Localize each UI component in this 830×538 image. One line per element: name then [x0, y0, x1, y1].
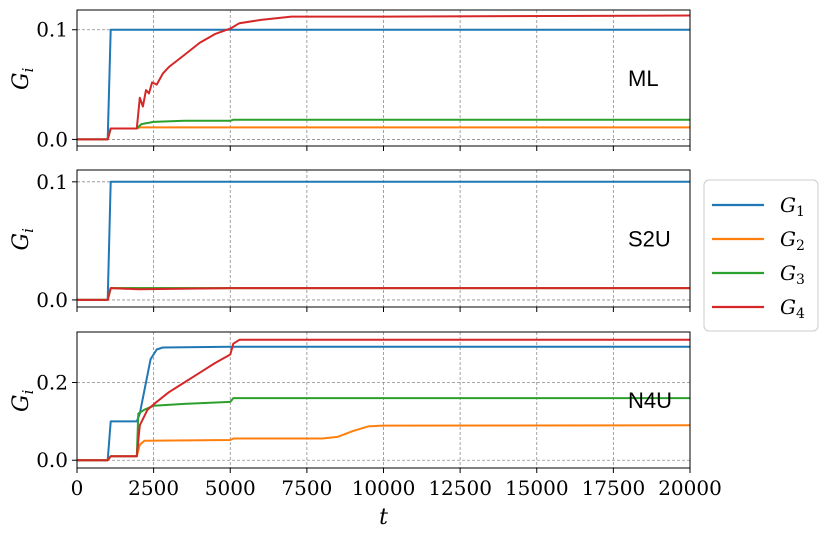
panel-label: N4U: [628, 388, 672, 413]
panel-ml: 0.0 0.1 Gi ML: [9, 9, 691, 151]
series-line-g1: [77, 345, 690, 462]
x-tick-label: 2500: [128, 476, 179, 500]
x-tick-label: 10000: [352, 476, 416, 500]
series-line-g4: [77, 287, 690, 301]
y-axis-label: Gi: [9, 67, 37, 90]
x-tick-label: 5000: [205, 476, 256, 500]
series-line-g4: [77, 338, 690, 462]
y-tick-label: 0.0: [36, 288, 68, 312]
legend: G1 G2 G3 G4: [703, 179, 819, 332]
y-tick-label: 0.0: [36, 448, 68, 472]
panel-n4u: 0.0 0.2Gi N4U 0 2500 5000 7500 10000 12500 15000 1…: [9, 331, 722, 530]
legend-label-g2: G2: [780, 227, 805, 254]
x-tick-label: 7500: [281, 476, 332, 500]
panel-s2u: 0.0 0.1 Gi S2U: [9, 169, 691, 312]
legend-frame: [703, 179, 819, 332]
y-tick-label: 0.1: [36, 18, 68, 42]
series-line-g4: [77, 14, 690, 141]
y-tick-label: 0.1: [36, 170, 68, 194]
legend-label-g4: G4: [780, 295, 805, 322]
y-tick-label: 0.2: [36, 371, 68, 395]
legend-label-g1: G1: [780, 193, 805, 220]
x-tick-label: 20000: [658, 476, 722, 500]
x-tick-label: 15000: [505, 476, 569, 500]
panel-label: S2U: [628, 227, 671, 252]
legend-label-g3: G3: [780, 261, 805, 288]
x-tick-label: 12500: [428, 476, 492, 500]
x-axis-label: t: [379, 505, 388, 530]
y-tick-label: 0.0: [36, 127, 68, 151]
panel-label: ML: [628, 66, 659, 91]
y-axis-label: Gi: [9, 228, 37, 251]
x-tick-label: 17500: [582, 476, 646, 500]
x-tick-label: 0: [71, 476, 84, 500]
y-axis-label: Gi: [9, 389, 37, 412]
